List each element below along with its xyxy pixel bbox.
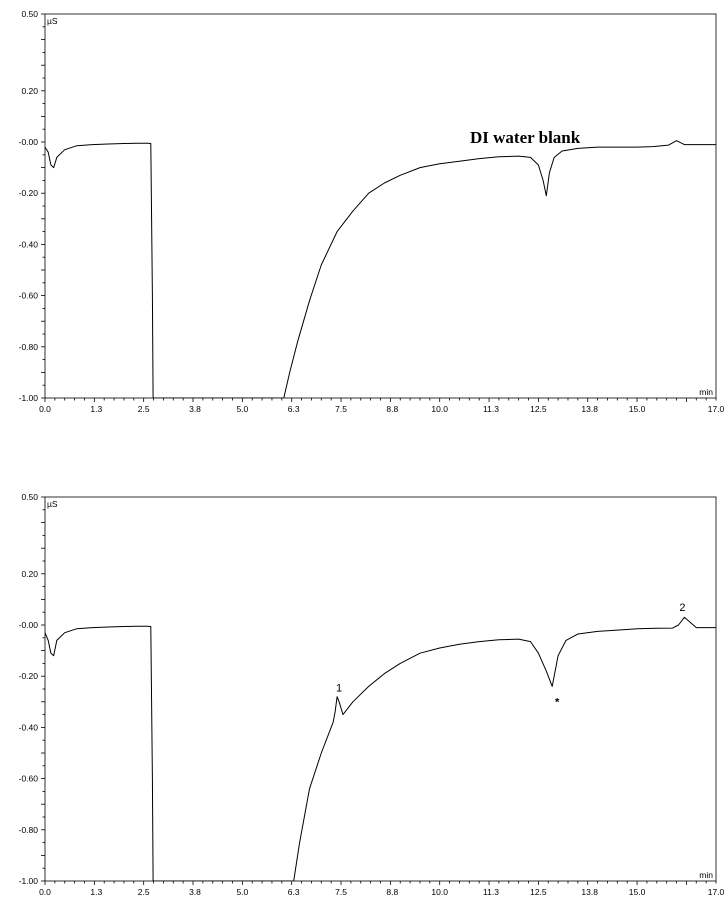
x-tick-label: 3.8 <box>189 404 201 414</box>
peak-annotation: * <box>555 697 560 709</box>
x-tick-label: 5.0 <box>236 404 248 414</box>
peak-annotation: 1 <box>336 683 342 695</box>
y-tick-label: 0.20 <box>21 569 38 579</box>
x-tick-label: 15.0 <box>629 404 646 414</box>
x-tick-label: 1.3 <box>90 887 102 897</box>
x-tick-label: 17.0 <box>708 404 724 414</box>
x-tick-label: 10.0 <box>431 887 448 897</box>
y-unit-label: µS <box>47 16 58 26</box>
chromatogram-trace <box>45 616 716 881</box>
y-tick-label: -1.00 <box>19 393 39 403</box>
x-tick-label: 7.5 <box>335 404 347 414</box>
y-tick-label: -0.60 <box>19 291 39 301</box>
x-tick-label: 5.0 <box>236 887 248 897</box>
y-tick-label: -0.20 <box>19 671 39 681</box>
x-tick-label: 17.0 <box>708 887 724 897</box>
plot-frame <box>44 13 717 399</box>
x-tick-label: 8.8 <box>386 887 398 897</box>
x-tick-label: 1.3 <box>90 404 102 414</box>
x-tick-label: 10.0 <box>431 404 448 414</box>
x-tick-label: 7.5 <box>335 887 347 897</box>
chromatogram-top: 0.50 0.20 -0.00 -0.20 -0.40 -0.60 -0.80 -1.000.… <box>19 9 724 414</box>
chromatogram-trace <box>45 140 716 398</box>
plot-frame <box>44 496 717 882</box>
y-tick-label: -0.00 <box>19 620 39 630</box>
x-tick-label: 2.5 <box>138 887 150 897</box>
y-tick-label: 0.50 <box>21 492 38 502</box>
x-tick-label: 6.3 <box>288 887 300 897</box>
y-tick-label: -0.40 <box>19 239 39 249</box>
y-tick-label: -0.60 <box>19 774 39 784</box>
x-tick-label: 15.0 <box>629 887 646 897</box>
y-unit-label: µS <box>47 499 58 509</box>
y-tick-label: -0.00 <box>19 137 39 147</box>
x-tick-label: 13.8 <box>581 887 598 897</box>
x-tick-label: 12.5 <box>530 404 547 414</box>
x-unit-label: min <box>699 387 713 397</box>
x-tick-label: 11.3 <box>483 887 499 897</box>
x-tick-label: 12.5 <box>530 887 547 897</box>
y-tick-label: -0.80 <box>19 342 39 352</box>
x-tick-label: 6.3 <box>288 404 300 414</box>
peak-annotation: 2 <box>679 602 685 614</box>
x-tick-label: 8.8 <box>386 404 398 414</box>
y-tick-label: -0.40 <box>19 722 39 732</box>
x-unit-label: min <box>699 870 713 880</box>
x-tick-label: 13.8 <box>581 404 598 414</box>
y-tick-label: -0.20 <box>19 188 39 198</box>
y-tick-label: -1.00 <box>19 876 39 886</box>
x-tick-label: 3.8 <box>189 887 201 897</box>
x-tick-label: 0.0 <box>39 887 51 897</box>
x-tick-label: 2.5 <box>138 404 150 414</box>
y-tick-label: 0.20 <box>21 86 38 96</box>
y-tick-label: 0.50 <box>21 9 38 19</box>
chart-title: DI water blank <box>470 128 581 147</box>
y-tick-label: -0.80 <box>19 825 39 835</box>
x-tick-label: 11.3 <box>483 404 499 414</box>
chromatogram-bottom: 0.50 0.20 -0.00 -0.20 -0.40 -0.60 -0.80 -1.000.… <box>19 492 724 897</box>
x-tick-label: 0.0 <box>39 404 51 414</box>
